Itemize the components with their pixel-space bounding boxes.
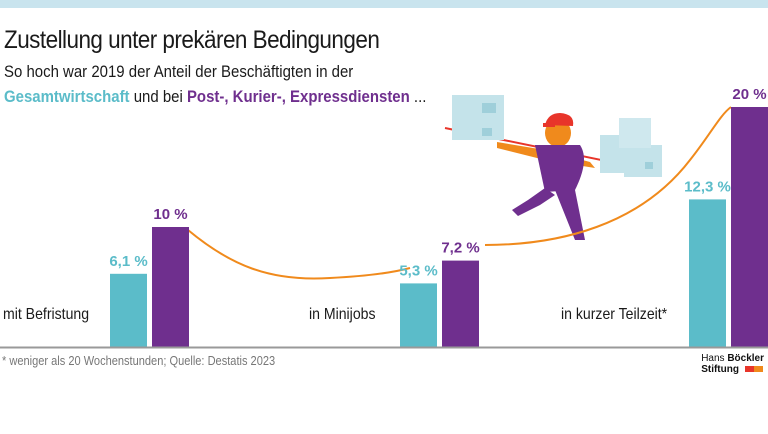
courier-illustration (444, 95, 662, 240)
category-label-befristung: mit Befristung (3, 306, 90, 323)
logo-mark-orange (753, 366, 763, 372)
logo-text-stiftung: Stiftung (701, 364, 739, 375)
data-label-series2-1: 7,2 % (441, 240, 479, 257)
category-label-teilzeit: in kurzer Teilzeit* (561, 306, 668, 323)
hans-boeckler-logo: Hans Böckler Stiftung (701, 353, 764, 375)
bar-series1-1 (400, 283, 437, 347)
data-label-series1-2: 12,3 % (684, 178, 731, 195)
subtitle-ellipsis: ... (409, 87, 427, 106)
subtitle-line-2: Gesamtwirtschaft und bei Post-, Kurier-,… (4, 87, 426, 107)
legend-series-2: Post-, Kurier-, Expressdiensten (186, 87, 410, 106)
logo-text-boeckler: Böckler (727, 353, 764, 364)
bar-series2-0 (152, 227, 189, 347)
data-label-series2-0: 10 % (153, 206, 187, 223)
bar-series1-0 (110, 273, 147, 347)
legend-series-1: Gesamtwirtschaft (4, 87, 130, 106)
bar-series1-2 (689, 199, 726, 347)
logo-mark-red (744, 366, 754, 372)
category-label-minijobs: in Minijobs (309, 306, 376, 323)
data-label-series1-0: 6,1 % (109, 253, 147, 270)
subtitle-connector: und bei (129, 87, 187, 106)
top-stripe (0, 0, 768, 8)
footnote: * weniger als 20 Wochenstunden; Quelle: … (2, 353, 276, 368)
bar-series2-2 (731, 107, 768, 347)
data-label-series2-2: 20 % (732, 86, 766, 103)
logo-text-hans: Hans (701, 353, 728, 364)
subtitle-line-1: So hoch war 2019 der Anteil der Beschäft… (4, 62, 354, 81)
tightrope-curve (187, 106, 732, 280)
data-label-series1-1: 5,3 % (399, 262, 437, 279)
chart-title: Zustellung unter prekären Bedingungen (4, 26, 380, 54)
bar-series2-1 (442, 260, 479, 347)
